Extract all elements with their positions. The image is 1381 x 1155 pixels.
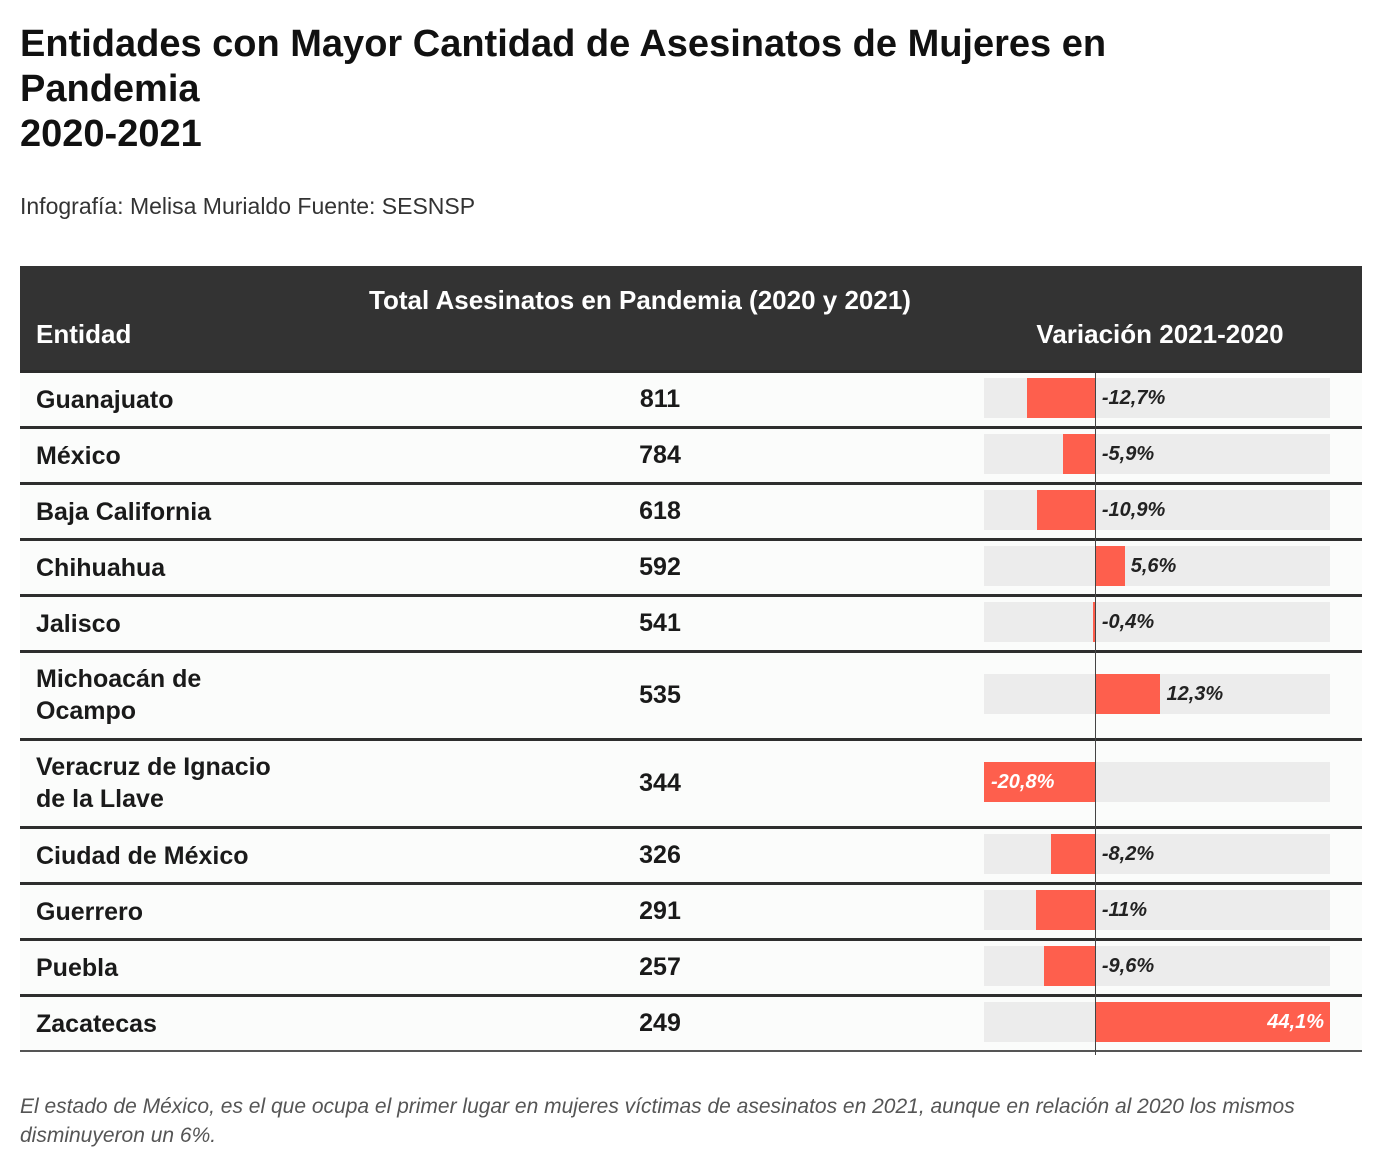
variation-label: 12,3% [1166,682,1224,705]
title-line-3: 2020-2021 [20,113,202,155]
variation-bar-track: -0,4% [984,601,1330,642]
variation-bar-track: -10,9% [984,489,1330,530]
variation-bar [1094,545,1125,586]
table-header: Entidad Total Asesinatos en Pandemia (20… [20,266,1362,373]
column-header-entidad: Entidad [36,319,132,349]
column-header-variacion: Variación 2021-2020 [1036,319,1284,349]
variation-bar [984,761,1095,802]
variation-bar [1094,1001,1330,1042]
variation-label: -11% [1101,898,1148,921]
total-value: 344 [639,768,681,797]
variation-label: -10,9% [1101,498,1166,521]
table-row: Chihuahua 592 5,6% [20,541,1362,597]
chart-title: Entidades con Mayor Cantidad de Asesinat… [20,22,1320,157]
variation-label: -12,7% [1101,386,1166,409]
variation-label: 5,6% [1130,554,1177,577]
entidad-name: Chihuahua [36,554,166,582]
data-table: Entidad Total Asesinatos en Pandemia (20… [20,266,1362,1055]
table-row: Veracruz de Ignacio de la Llave 344 -20,8% [20,741,1362,829]
total-value: 257 [639,952,681,981]
column-header-total: Total Asesinatos en Pandemia (2020 y 202… [369,285,911,315]
variation-bar [1043,945,1095,986]
total-value: 535 [639,680,681,709]
total-value: 592 [639,552,681,581]
total-value: 326 [639,840,681,869]
table-row: Baja California 618 -10,9% [20,485,1362,541]
variation-label: -8,2% [1101,842,1155,865]
variation-label: -0,4% [1101,610,1155,633]
table-row: Jalisco 541 -0,4% [20,597,1362,653]
entidad-name: Puebla [36,954,118,982]
entidad-name: Guerrero [36,898,143,926]
entidad-name: Baja California [36,498,212,526]
total-value: 249 [639,1008,681,1037]
title-line-1: Entidades con Mayor Cantidad de Asesinat… [20,23,1107,65]
variation-bar-track: 5,6% [984,545,1330,586]
total-value: 618 [639,496,681,525]
table-row: Ciudad de México 326 -8,2% [20,829,1362,885]
total-value: 541 [639,608,681,637]
variation-label: -5,9% [1101,442,1155,465]
variation-bar-track: -20,8% [984,761,1330,802]
entidad-name: Ciudad de México [36,842,249,870]
variation-bar-track: -11% [984,889,1330,930]
variation-bar-track: -12,7% [984,377,1330,418]
zero-axis-line [1094,373,1096,1055]
table-row: Guanajuato 811 -12,7% [20,373,1362,429]
variation-bar [1092,601,1095,642]
table-row: Zacatecas 249 44,1% [20,997,1362,1052]
variation-label: 44,1% [1267,1010,1324,1033]
variation-bar-track: -9,6% [984,945,1330,986]
variation-bar-track: 12,3% [984,673,1330,714]
variation-label: -9,6% [1101,954,1155,977]
total-value: 784 [639,440,681,469]
entidad-name: Zacatecas [36,1010,157,1038]
entidad-name: Guanajuato [36,386,174,414]
variation-bar [1051,833,1095,874]
variation-bar [1036,489,1095,530]
subtitle-credits: Infografía: Melisa Murialdo Fuente: SESN… [20,193,476,219]
table-row: Puebla 257 -9,6% [20,941,1362,997]
table-body: Guanajuato 811 -12,7% México 784 -5,9% Baja Ca… [20,373,1362,1052]
variation-bar-track: -8,2% [984,833,1330,874]
variation-bar [1036,889,1095,930]
title-line-2: Pandemia [20,68,200,110]
entidad-name: México [36,442,121,470]
variation-bar-track: -5,9% [984,433,1330,474]
variation-bar [1094,673,1161,714]
variation-bar [1063,433,1095,474]
table-row: México 784 -5,9% [20,429,1362,485]
total-value: 811 [639,384,681,413]
table-row: Guerrero 291 -11% [20,885,1362,941]
footnote: El estado de México, es el que ocupa el … [20,1095,1295,1147]
variation-bar [1027,377,1095,418]
variation-label: -20,8% [991,770,1055,793]
entidad-name: Veracruz de Ignacio de la Llave [36,753,271,813]
entidad-name: Jalisco [36,610,121,638]
table-row: Michoacán de Ocampo 535 12,3% [20,653,1362,741]
variation-bar-track: 44,1% [984,1001,1330,1042]
entidad-name: Michoacán de Ocampo [36,665,202,725]
total-value: 291 [639,896,681,925]
